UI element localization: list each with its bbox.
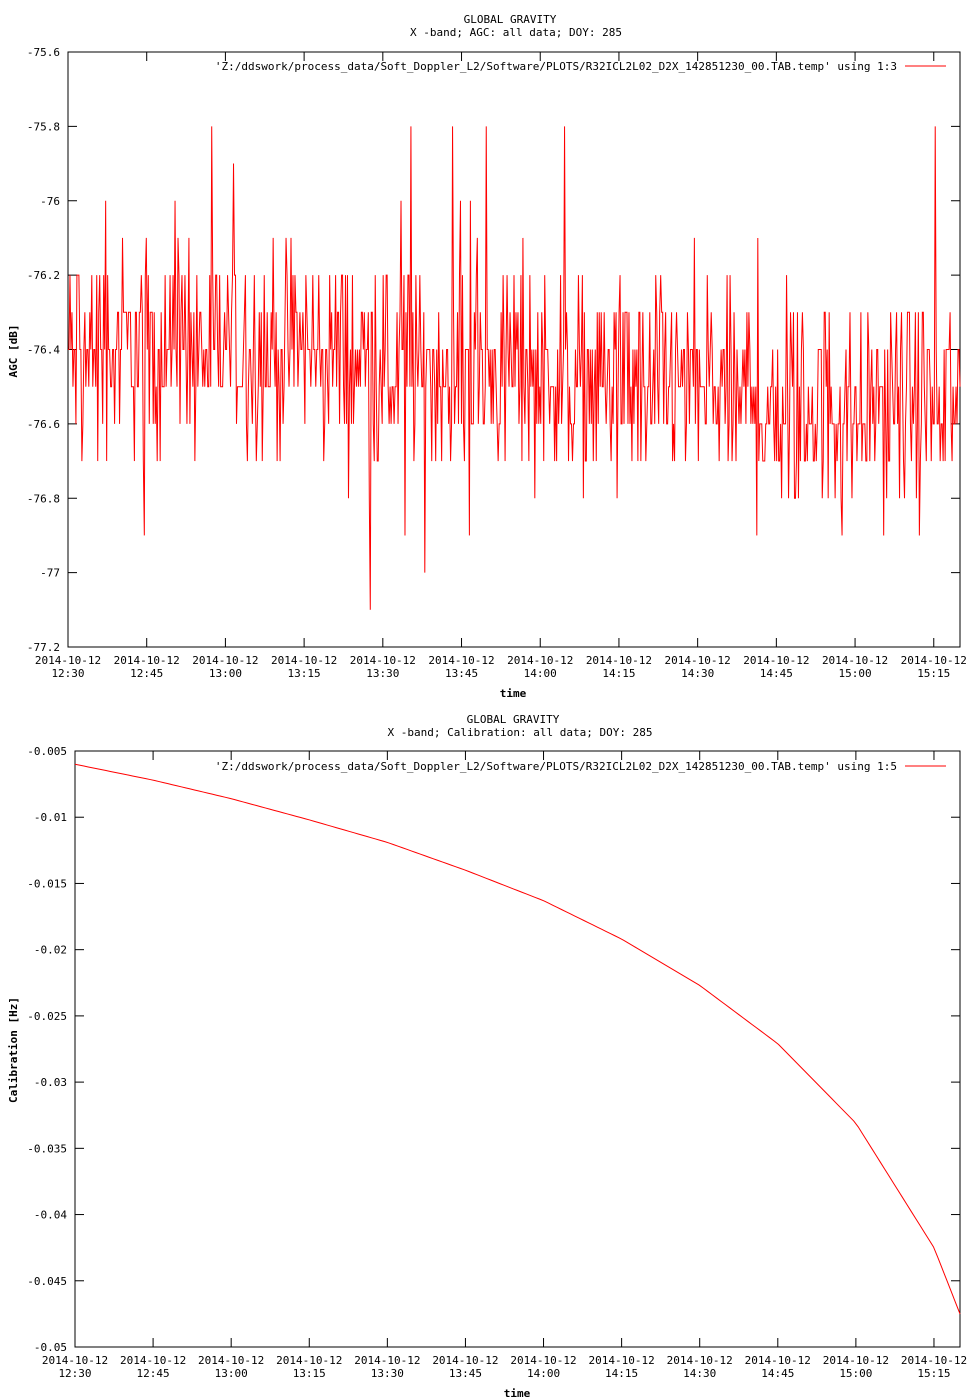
y-tick-label: -75.6 <box>27 46 60 59</box>
x-tick-label-date: 2014-10-12 <box>276 1354 342 1367</box>
y-tick-label: -77.2 <box>27 641 60 654</box>
x-tick-label-date: 2014-10-12 <box>901 1354 967 1367</box>
x-tick-label-date: 2014-10-12 <box>271 654 337 667</box>
x-tick-label-date: 2014-10-12 <box>428 654 494 667</box>
x-tick-label-date: 2014-10-12 <box>822 654 888 667</box>
x-tick-label-date: 2014-10-12 <box>432 1354 498 1367</box>
x-tick-label-date: 2014-10-12 <box>510 1354 576 1367</box>
chart-subtitle: X -band; AGC: all data; DOY: 285 <box>410 26 622 39</box>
y-tick-label: -0.005 <box>27 745 67 758</box>
x-tick-label-date: 2014-10-12 <box>743 654 809 667</box>
x-tick-label-time: 12:45 <box>130 667 163 680</box>
y-tick-label: -76.4 <box>27 344 60 357</box>
x-tick-label-time: 13:45 <box>445 667 478 680</box>
x-tick-label-date: 2014-10-12 <box>823 1354 889 1367</box>
x-tick-label-time: 14:30 <box>681 667 714 680</box>
x-tick-label-date: 2014-10-12 <box>35 654 101 667</box>
y-tick-label: -0.04 <box>34 1209 67 1222</box>
x-tick-label-time: 13:45 <box>449 1367 482 1380</box>
y-tick-label: -76.8 <box>27 492 60 505</box>
x-tick-label-time: 13:00 <box>209 667 242 680</box>
y-tick-label: -0.03 <box>34 1076 67 1089</box>
chart-title: GLOBAL GRAVITY <box>464 13 557 26</box>
x-tick-label-time: 13:00 <box>215 1367 248 1380</box>
x-tick-label-time: 14:00 <box>527 1367 560 1380</box>
y-tick-label: -0.025 <box>27 1010 67 1023</box>
y-tick-label: -0.01 <box>34 811 67 824</box>
chart-title: GLOBAL GRAVITY <box>467 713 560 726</box>
y-tick-label: -0.045 <box>27 1275 67 1288</box>
y-tick-label: -0.02 <box>34 944 67 957</box>
chart-subtitle: X -band; Calibration: all data; DOY: 285 <box>388 726 653 739</box>
x-tick-label-time: 13:15 <box>293 1367 326 1380</box>
x-tick-label-date: 2014-10-12 <box>114 654 180 667</box>
x-tick-label-time: 15:15 <box>917 1367 950 1380</box>
x-tick-label-date: 2014-10-12 <box>589 1354 655 1367</box>
x-tick-label-date: 2014-10-12 <box>350 654 416 667</box>
series-line <box>74 763 961 1315</box>
x-tick-label-date: 2014-10-12 <box>665 654 731 667</box>
x-tick-label-date: 2014-10-12 <box>354 1354 420 1367</box>
y-axis-label: AGC [dB] <box>7 325 20 378</box>
x-tick-label-time: 15:00 <box>838 667 871 680</box>
y-tick-label: -75.8 <box>27 120 60 133</box>
legend-label: 'Z:/ddswork/process_data/Soft_Doppler_L2… <box>215 60 897 73</box>
legend-label: 'Z:/ddswork/process_data/Soft_Doppler_L2… <box>215 760 897 773</box>
x-tick-label-time: 15:15 <box>917 667 950 680</box>
x-tick-label-date: 2014-10-12 <box>198 1354 264 1367</box>
y-tick-label: -0.015 <box>27 877 67 890</box>
agc-chart: GLOBAL GRAVITY X -band; AGC: all data; D… <box>7 13 967 700</box>
x-tick-label-time: 14:15 <box>605 1367 638 1380</box>
plot-frame <box>74 750 961 1348</box>
x-tick-label-time: 14:30 <box>683 1367 716 1380</box>
x-tick-label-date: 2014-10-12 <box>42 1354 108 1367</box>
x-tick-label-time: 13:30 <box>371 1367 404 1380</box>
x-tick-label-time: 12:30 <box>51 667 84 680</box>
x-axis-label: time <box>504 1387 531 1400</box>
y-tick-label: -76 <box>40 195 60 208</box>
x-tick-label-date: 2014-10-12 <box>586 654 652 667</box>
x-tick-label-date: 2014-10-12 <box>667 1354 733 1367</box>
y-axis-label: Calibration [Hz] <box>7 997 20 1103</box>
x-tick-label-date: 2014-10-12 <box>192 654 258 667</box>
y-tick-label: -0.05 <box>34 1341 67 1354</box>
x-tick-label-date: 2014-10-12 <box>901 654 967 667</box>
y-tick-label: -76.2 <box>27 269 60 282</box>
x-tick-label-time: 13:15 <box>288 667 321 680</box>
x-tick-label-time: 14:45 <box>760 667 793 680</box>
x-tick-label-time: 12:30 <box>58 1367 91 1380</box>
x-tick-label-time: 14:15 <box>602 667 635 680</box>
x-axis-label: time <box>500 687 527 700</box>
x-tick-label-date: 2014-10-12 <box>120 1354 186 1367</box>
x-tick-label-time: 14:45 <box>761 1367 794 1380</box>
x-tick-label-date: 2014-10-12 <box>507 654 573 667</box>
series-line <box>68 126 961 610</box>
x-tick-label-time: 15:00 <box>839 1367 872 1380</box>
x-tick-label-time: 14:00 <box>524 667 557 680</box>
x-tick-label-time: 13:30 <box>366 667 399 680</box>
x-tick-label-date: 2014-10-12 <box>745 1354 811 1367</box>
x-tick-label-time: 12:45 <box>137 1367 170 1380</box>
y-tick-label: -0.035 <box>27 1142 67 1155</box>
y-tick-label: -77 <box>40 567 60 580</box>
y-tick-label: -76.6 <box>27 418 60 431</box>
calibration-chart: GLOBAL GRAVITY X -band; Calibration: all… <box>7 713 967 1400</box>
